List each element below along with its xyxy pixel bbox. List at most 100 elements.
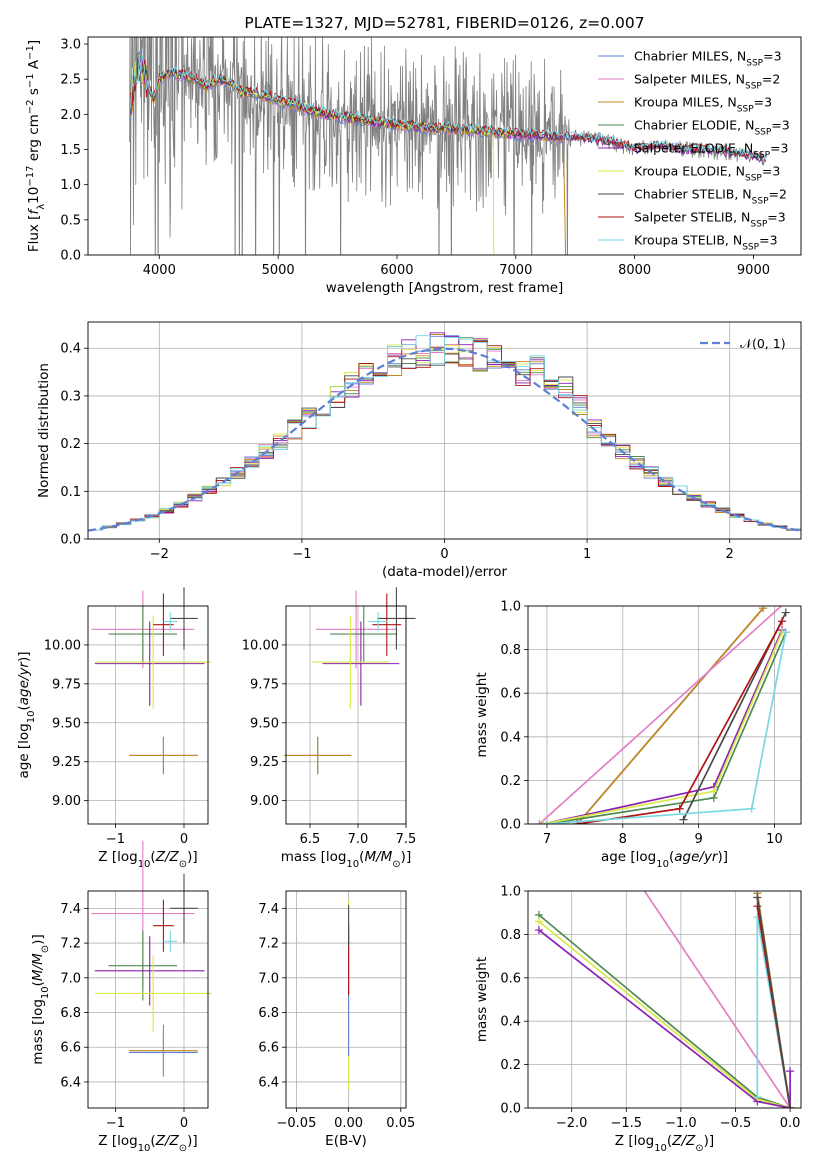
x-axis-label: (data-model)/error	[382, 564, 508, 580]
errorbar-point	[284, 736, 352, 775]
errorbar-point	[368, 612, 388, 631]
y-axis-label-part: M/M	[30, 953, 46, 981]
legend-n-subscript: SSP	[742, 243, 759, 253]
errorbar-point	[170, 587, 198, 650]
legend-entry: Kroupa MILES, NSSP=3	[634, 95, 772, 115]
x-tick-label: −1.5	[610, 1116, 642, 1131]
errorbar-point	[315, 590, 397, 669]
y-tick-label: 2.0	[60, 108, 81, 123]
y-axis-label: Normed distribution	[36, 363, 52, 498]
x-axis-label: Z [log10(Z/Z⊙)]	[98, 1133, 197, 1154]
mass-weight-marker	[753, 1093, 762, 1102]
mass-weight-line	[756, 916, 791, 1108]
mass-weight-marker	[633, 876, 641, 884]
legend-n-subscript: SSP	[752, 197, 769, 207]
errorbar-point	[377, 587, 416, 650]
legend-n-subscript: SSP	[745, 174, 762, 184]
y-tick-label: 0.8	[500, 643, 521, 658]
y-tick-label: 0.0	[500, 1102, 521, 1117]
legend-model-name: Salpeter STELIB	[634, 210, 733, 225]
x-axis-label-part: (	[150, 849, 155, 865]
x-axis-label-part: Z [log	[98, 849, 137, 865]
legend-n-equals: =	[769, 187, 779, 202]
y-tick-label: 0.6	[500, 687, 521, 702]
legend-n-label: , N	[728, 164, 745, 179]
x-axis-label-part: (	[150, 1133, 155, 1149]
plot-area	[284, 587, 416, 775]
x-axis-label-part: )]	[187, 849, 198, 865]
legend-n-equals: =	[767, 210, 777, 225]
mass-weight-line	[543, 631, 783, 824]
x-axis-label-part: 10	[138, 1143, 151, 1154]
legend-n-value: 3	[778, 210, 786, 225]
x-tick-label: −1.0	[665, 1116, 697, 1131]
y-tick-label: 0.5	[60, 213, 81, 228]
y-tick-label: 6.8	[258, 1006, 279, 1021]
x-axis-label-part: 10	[138, 859, 151, 870]
legend-n-label: , N	[728, 72, 745, 87]
x-axis-label-part: 10	[656, 859, 669, 870]
legend-entry: Salpeter STELIB, NSSP=3	[634, 210, 786, 230]
mass-weight-marker	[675, 804, 684, 813]
panel-mass-vs-ebv: −0.05 0.00 0.05 6.4 6.6 6.8 7.0 7.2 7.4 E(B-V)	[258, 890, 415, 1149]
legend-entry: Chabrier STELIB, NSSP=2	[634, 187, 787, 207]
x-tick-label: 0.00	[334, 1116, 363, 1131]
x-axis-label-part: M/M	[364, 849, 392, 865]
mass-weight-marker	[753, 902, 762, 911]
x-axis-label: Z [log10(Z/Z⊙)]	[615, 1133, 714, 1154]
x-axis-label-part: )]	[704, 1133, 715, 1149]
plot-area	[535, 606, 790, 824]
y-axis-label-part: erg cm	[26, 114, 42, 165]
legend-n-label: , N	[729, 49, 746, 64]
x-axis-label: age [log10(age/yr)]	[601, 849, 728, 870]
legend-model-name: Salpeter MILES	[634, 72, 728, 87]
legend-n-subscript: SSP	[746, 59, 763, 69]
errorbar-point	[108, 606, 178, 663]
x-tick-label: −0.05	[277, 1116, 317, 1131]
y-tick-label: 0.2	[500, 1058, 521, 1073]
y-tick-label: 7.2	[258, 937, 279, 952]
y-tick-label: 9.25	[250, 755, 279, 770]
y-tick-label: 1.0	[500, 885, 521, 900]
x-tick-label: 7000	[499, 263, 532, 278]
x-axis-label-part: )]	[718, 849, 729, 865]
legend-n-label: , N	[736, 141, 753, 156]
x-axis-label-part: age [log	[601, 849, 656, 865]
x-tick-label: −2.0	[556, 1116, 588, 1131]
x-tick-label: 8000	[618, 263, 651, 278]
residual-histogram	[88, 335, 801, 531]
x-axis-label-part: (data-model)/error	[382, 564, 508, 580]
y-axis-label: mass weight	[474, 672, 490, 757]
mass-weight-marker	[781, 608, 790, 617]
y-axis-label: Flux [fλ10−17 erg cm−2 s−1 A−1]	[25, 40, 47, 252]
x-tick-label: 0	[180, 832, 188, 847]
errorbar-point	[163, 930, 178, 952]
x-tick-label: 7.0	[348, 832, 369, 847]
axes-frame	[527, 605, 802, 825]
model-spectrum-end	[562, 135, 567, 255]
y-tick-label: 0.6	[500, 971, 521, 986]
x-axis-label-part: 10	[346, 859, 359, 870]
legend-entry: Kroupa ELODIE, NSSP=3	[634, 164, 780, 184]
legend-entry: 𝒩(0, 1)	[740, 336, 786, 351]
errorbar-point	[153, 899, 174, 952]
legend-n-label: , N	[737, 118, 754, 133]
x-axis-label-part: )]	[187, 1133, 198, 1149]
mass-weight-marker	[778, 617, 787, 626]
y-tick-label: 3.0	[60, 38, 81, 53]
x-tick-label: 6000	[380, 263, 413, 278]
x-axis-label: wavelength [Angstrom, rest frame]	[326, 280, 564, 296]
legend-n-subscript: SSP	[753, 151, 770, 161]
x-axis-label-part: Z [log	[98, 1133, 137, 1149]
errorbar-point	[170, 873, 198, 944]
panel-age-vs-mass: 6.5 7.0 7.5 9.00 9.25 9.50 9.75 10.00 mass [log1…	[242, 587, 416, 870]
x-axis-label-part: )]	[401, 849, 412, 865]
errorbar-point	[163, 612, 178, 631]
legend-model-name: Chabrier STELIB	[634, 187, 734, 202]
x-tick-label: 0	[440, 547, 448, 562]
y-tick-label: 6.4	[60, 1075, 81, 1090]
x-tick-label: 8	[619, 832, 627, 847]
y-tick-label: 6.8	[60, 1006, 81, 1021]
x-tick-label: 9	[694, 832, 702, 847]
